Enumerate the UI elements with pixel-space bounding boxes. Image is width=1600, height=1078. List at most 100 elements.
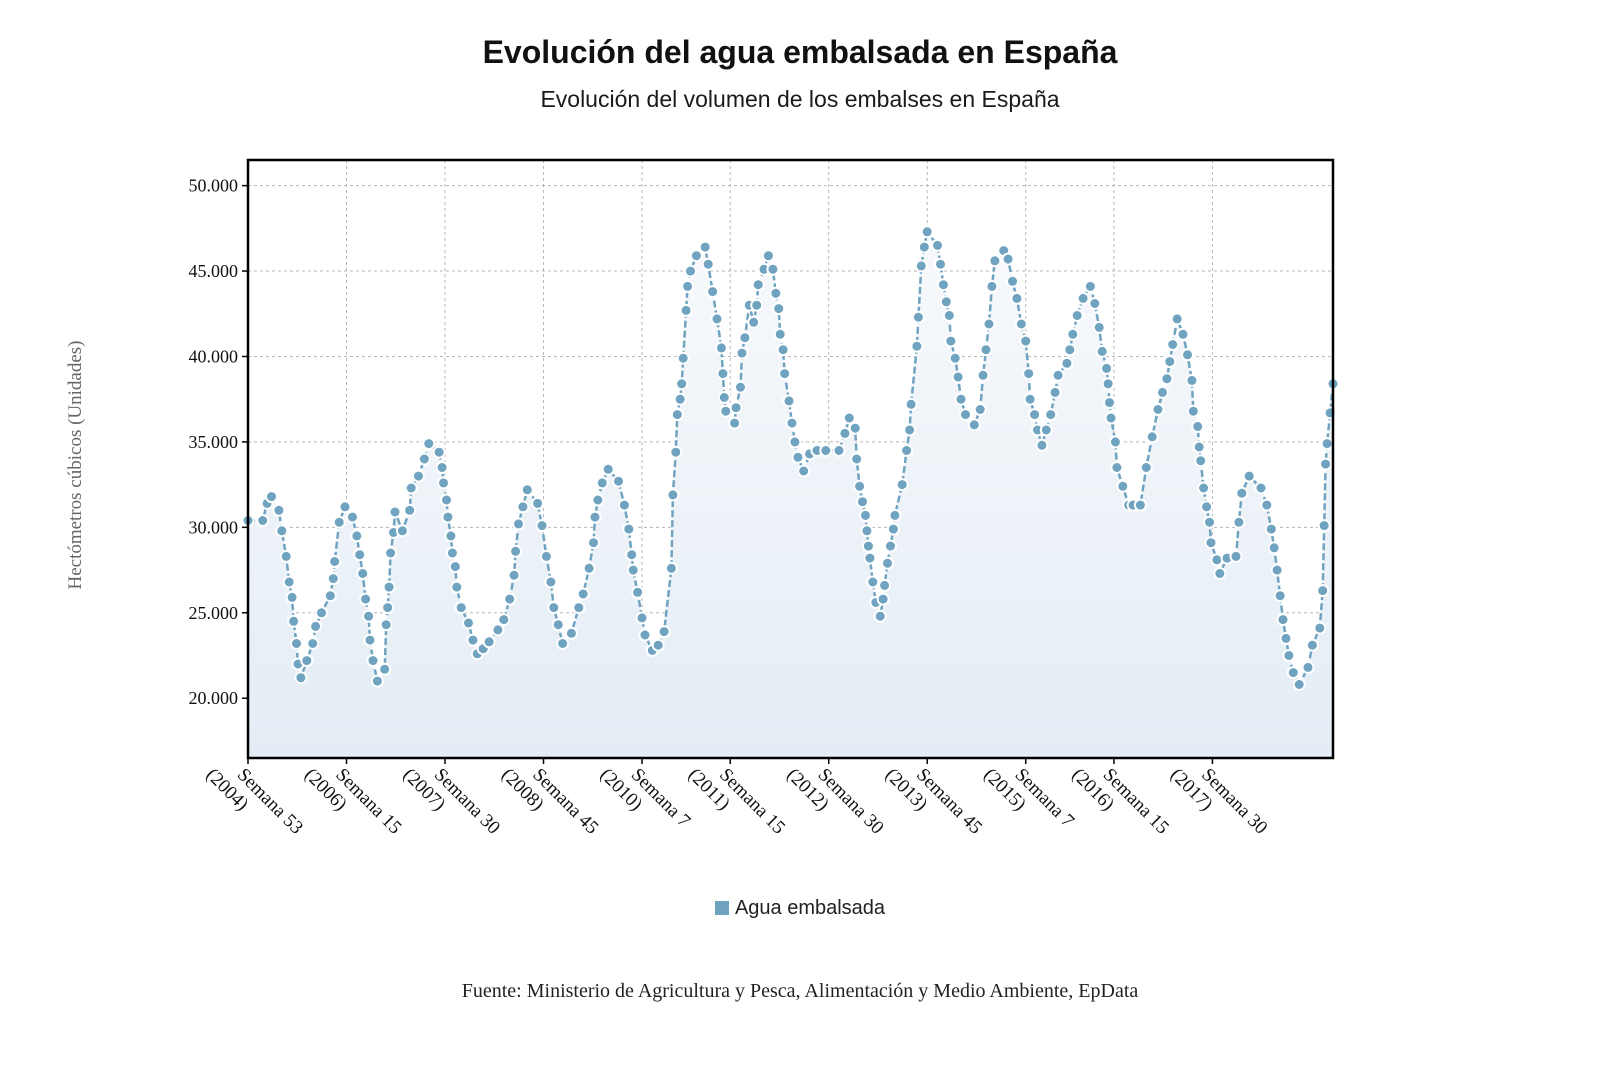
data-point bbox=[884, 539, 897, 553]
data-point bbox=[509, 544, 523, 558]
data-point bbox=[860, 524, 874, 538]
data-point bbox=[272, 503, 286, 517]
data-point bbox=[982, 317, 996, 331]
data-point bbox=[1028, 408, 1042, 422]
data-point bbox=[1035, 438, 1049, 452]
data-point bbox=[1313, 621, 1327, 635]
data-point bbox=[435, 461, 449, 474]
legend-label: Agua embalsada bbox=[734, 897, 886, 919]
data-point bbox=[716, 367, 730, 381]
data-point bbox=[934, 257, 947, 271]
data-point bbox=[1095, 344, 1109, 358]
data-point bbox=[622, 522, 636, 536]
data-point bbox=[356, 567, 370, 580]
data-point bbox=[942, 309, 956, 322]
legend[interactable]: Agua embalsada bbox=[0, 897, 1600, 920]
data-point bbox=[766, 262, 780, 276]
data-point bbox=[863, 551, 877, 565]
data-point bbox=[973, 403, 987, 416]
data-point bbox=[1010, 291, 1024, 305]
data-point bbox=[944, 334, 958, 348]
y-tick-label: 20.000 bbox=[189, 688, 239, 708]
data-point bbox=[917, 240, 931, 254]
data-point bbox=[903, 423, 917, 437]
data-point bbox=[370, 674, 384, 688]
data-point bbox=[294, 671, 308, 685]
data-point bbox=[888, 508, 902, 522]
data-point bbox=[275, 524, 289, 538]
y-tick-label: 25.000 bbox=[189, 603, 239, 623]
data-point bbox=[853, 479, 867, 493]
data-point bbox=[761, 249, 775, 263]
data-point bbox=[728, 416, 742, 430]
data-point bbox=[631, 585, 645, 599]
data-point bbox=[904, 397, 918, 411]
data-point bbox=[403, 503, 417, 517]
data-point bbox=[1235, 486, 1249, 500]
data-point bbox=[445, 546, 459, 560]
data-point bbox=[497, 613, 511, 627]
data-point bbox=[1204, 536, 1218, 550]
plot-frame bbox=[246, 158, 1335, 760]
data-point bbox=[910, 339, 924, 353]
data-point bbox=[444, 529, 458, 543]
data-point bbox=[689, 249, 703, 263]
data-point bbox=[326, 572, 340, 586]
data-point bbox=[1316, 584, 1330, 598]
data-point bbox=[676, 351, 690, 365]
data-point bbox=[1264, 522, 1278, 536]
data-point bbox=[1267, 541, 1281, 555]
data-point bbox=[572, 601, 586, 615]
data-point bbox=[1006, 274, 1019, 288]
data-point bbox=[838, 426, 852, 440]
data-point bbox=[681, 279, 695, 293]
data-point bbox=[1197, 481, 1211, 495]
data-point bbox=[366, 654, 380, 668]
data-point bbox=[588, 510, 602, 524]
data-point bbox=[1301, 660, 1315, 674]
data-point bbox=[1185, 373, 1199, 387]
data-point bbox=[338, 500, 352, 514]
data-point bbox=[1083, 279, 1097, 293]
data-point bbox=[617, 498, 631, 512]
data-point bbox=[1213, 567, 1227, 580]
data-point bbox=[920, 225, 934, 239]
data-point bbox=[1156, 385, 1169, 399]
data-point bbox=[717, 391, 731, 404]
data-point bbox=[729, 401, 743, 415]
data-point bbox=[1070, 309, 1084, 322]
data-point bbox=[516, 500, 530, 514]
data-point bbox=[265, 490, 278, 504]
data-point bbox=[290, 637, 303, 650]
data-point bbox=[282, 575, 296, 589]
data-point bbox=[378, 662, 392, 676]
data-point bbox=[679, 303, 693, 317]
data-point bbox=[1320, 437, 1334, 451]
data-point bbox=[988, 254, 1002, 268]
data-point bbox=[1001, 252, 1015, 266]
data-point bbox=[778, 367, 792, 381]
data-point bbox=[773, 327, 787, 341]
data-point bbox=[1200, 500, 1214, 514]
data-point bbox=[466, 633, 480, 647]
x-tick-label: Semana 30(2007) bbox=[399, 749, 504, 854]
data-point bbox=[1063, 343, 1077, 357]
source-note: Fuente: Ministerio de Agricultura y Pesc… bbox=[461, 980, 1139, 1002]
data-point bbox=[382, 580, 396, 594]
data-point bbox=[309, 619, 323, 633]
data-point bbox=[1181, 348, 1194, 362]
data-point bbox=[1088, 297, 1102, 310]
data-point bbox=[769, 286, 783, 300]
data-point bbox=[441, 510, 455, 524]
data-point bbox=[531, 496, 545, 510]
data-point bbox=[362, 609, 376, 623]
data-point bbox=[323, 589, 337, 603]
data-point bbox=[714, 341, 728, 355]
data-point bbox=[1317, 519, 1331, 533]
data-point bbox=[797, 464, 811, 478]
data-point bbox=[666, 488, 680, 502]
data-point bbox=[1210, 553, 1224, 567]
data-point bbox=[1022, 367, 1036, 381]
data-point bbox=[673, 392, 687, 406]
data-point bbox=[747, 315, 761, 329]
